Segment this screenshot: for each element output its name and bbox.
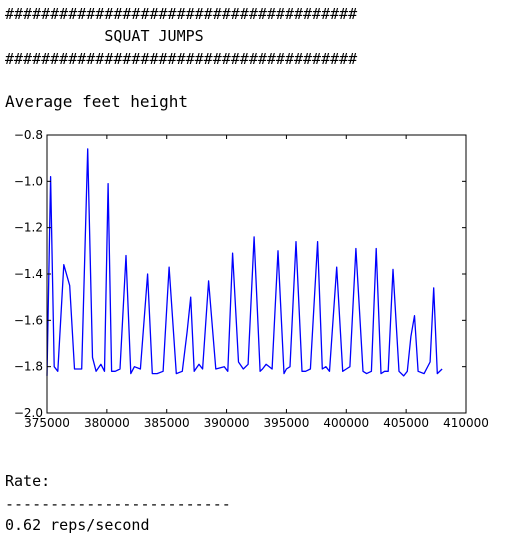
series-line [46,148,443,377]
rate-divider: ------------------------- [5,495,231,513]
y-tick-label: −1.4 [14,267,43,281]
x-tick-label: 380000 [84,416,130,430]
x-tick-label: 395000 [264,416,310,430]
line-chart: 375000 380000 385000 390000 395000 400000 4050… [14,128,489,430]
y-tick-label: −1.6 [14,313,43,327]
x-tick-label: 375000 [24,416,70,430]
x-tick-label: 410000 [443,416,489,430]
x-tick-label: 400000 [323,416,369,430]
y-tick-label: −1.0 [14,174,43,188]
y-tick-label: −2.0 [14,406,43,420]
rate-value: 0.62 reps/second [5,516,150,534]
header-hash-line-top: ####################################### [5,5,358,23]
x-tick-label: 385000 [144,416,190,430]
chart-heading: Average feet height [5,92,189,111]
rate-label: Rate: [5,472,51,490]
plot-area: 375000 380000 385000 390000 395000 400000 4050… [14,128,489,430]
header-hash-line-bottom: ####################################### [5,50,358,68]
y-tick-label: −1.8 [14,360,43,374]
y-tick-label: −0.8 [14,128,43,142]
page-title: SQUAT JUMPS [5,27,204,45]
x-tick-label: 390000 [204,416,250,430]
y-tick-label: −1.2 [14,221,43,235]
x-tick-label: 405000 [383,416,429,430]
